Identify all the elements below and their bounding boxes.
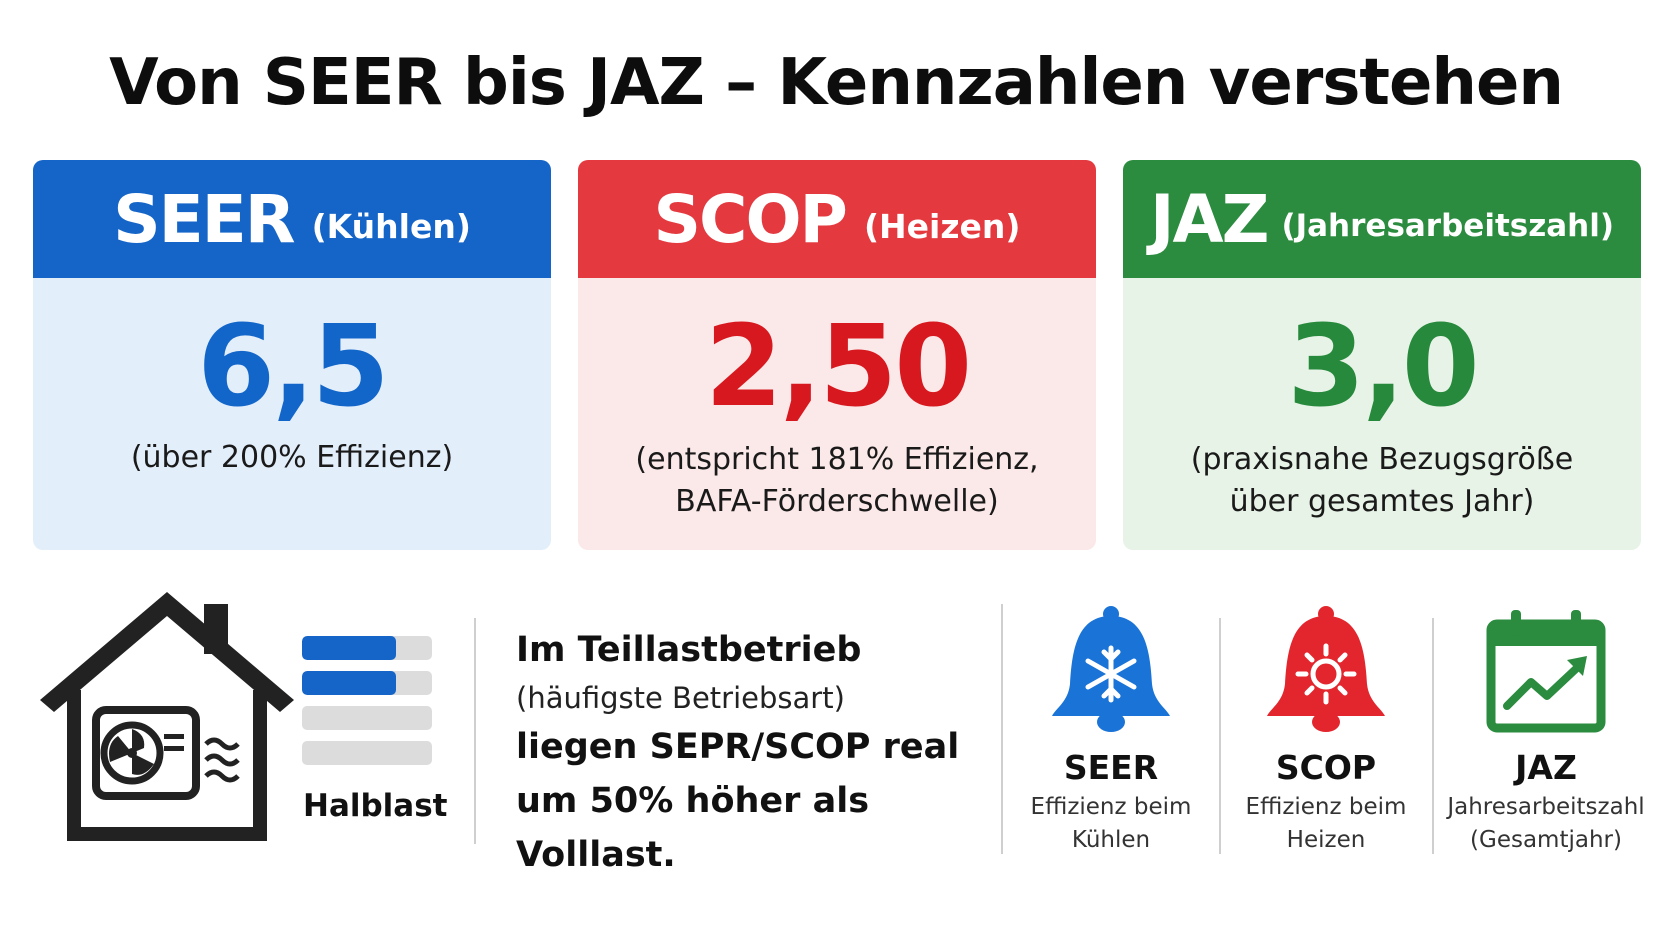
calendar-trend-icon (1486, 610, 1606, 733)
card-body: 2,50 (entspricht 181% Effizienz, BAFA-Fö… (578, 278, 1096, 550)
legend-label: SEER (1063, 748, 1159, 787)
legend-desc: Effizienz beim Heizen (1220, 791, 1432, 857)
card-subtitle: (Heizen) (863, 206, 1021, 246)
house-heatpump-icon (40, 592, 294, 841)
legend-seer: SEER Effizienz beim Kühlen (1005, 604, 1217, 857)
card-scop: SCOP (Heizen) 2,50 (entspricht 181% Effi… (578, 160, 1096, 550)
divider (1219, 618, 1221, 854)
divider (1432, 618, 1434, 854)
legend-desc: Jahresarbeitszahl (Gesamtjahr) (1440, 791, 1652, 857)
card-jaz: JAZ (Jahresarbeitszahl) 3,0 (praxisnahe … (1123, 160, 1641, 550)
load-bar (302, 741, 432, 765)
card-note: (über 200% Effizienz) (33, 437, 551, 479)
divider (474, 618, 476, 844)
card-value: 2,50 (704, 302, 972, 432)
card-note-line: über gesamtes Jahr) (1229, 484, 1535, 520)
load-bar (302, 706, 432, 730)
legend-desc-line: Heizen (1286, 827, 1366, 853)
card-value: 3,0 (1287, 302, 1479, 432)
card-seer: SEER (Kühlen) 6,5 (über 200% Effizienz) (33, 160, 551, 550)
legend-label: SCOP (1275, 748, 1377, 787)
legend-desc-line: Jahresarbeitszahl (1447, 794, 1645, 820)
load-level-bars (302, 636, 432, 776)
card-note-line: (entspricht 181% Effizienz, (635, 442, 1039, 478)
card-abbr: JAZ (1149, 180, 1269, 258)
card-header: SEER (Kühlen) (33, 160, 551, 278)
teillast-text: Im Teillastbetrieb (häufigste Betriebsar… (516, 624, 1016, 882)
card-note: (praxisnahe Bezugsgröße über gesamtes Ja… (1123, 439, 1641, 523)
legend-desc-line: Kühlen (1071, 827, 1151, 853)
card-abbr: SCOP (653, 180, 847, 258)
load-bar (302, 636, 432, 660)
card-subtitle: (Kühlen) (311, 206, 471, 246)
legend-scop: SCOP Effizienz beim Heizen (1220, 604, 1432, 857)
card-body: 3,0 (praxisnahe Bezugsgröße über gesamte… (1123, 278, 1641, 550)
card-note: (entspricht 181% Effizienz, BAFA-Förders… (578, 439, 1096, 523)
card-header: SCOP (Heizen) (578, 160, 1096, 278)
bell-sun-icon (1267, 606, 1385, 732)
card-header: JAZ (Jahresarbeitszahl) (1123, 160, 1641, 278)
legend-label: JAZ (1515, 748, 1577, 787)
legend-desc-line: (Gesamtjahr) (1470, 827, 1622, 853)
legend-desc: Effizienz beim Kühlen (1005, 791, 1217, 857)
card-body: 6,5 (über 200% Effizienz) (33, 278, 551, 550)
page-title: Von SEER bis JAZ – Kennzahlen verstehen (109, 46, 1564, 120)
teillast-line: liegen SEPR/SCOP real (516, 727, 960, 767)
divider (1001, 604, 1003, 854)
card-abbr: SEER (113, 180, 296, 258)
legend-desc-line: Effizienz beim (1245, 794, 1407, 820)
legend-jaz: JAZ Jahresarbeitszahl (Gesamtjahr) (1440, 604, 1652, 857)
teillast-line: um 50% höher als Volllast. (516, 781, 870, 875)
legend-desc-line: Effizienz beim (1030, 794, 1192, 820)
load-bar (302, 671, 432, 695)
card-subtitle: (Jahresarbeitszahl) (1281, 208, 1615, 244)
card-note-line: (praxisnahe Bezugsgröße (1190, 442, 1574, 478)
bell-snowflake-icon (1052, 606, 1170, 732)
card-value: 6,5 (197, 302, 389, 432)
load-label: Halblast (303, 788, 448, 824)
teillast-line: (häufigste Betriebsart) (516, 681, 845, 715)
card-note-line: (über 200% Effizienz) (130, 440, 454, 476)
card-note-line: BAFA-Förderschwelle) (675, 484, 999, 520)
teillast-line: Im Teillastbetrieb (516, 630, 862, 670)
